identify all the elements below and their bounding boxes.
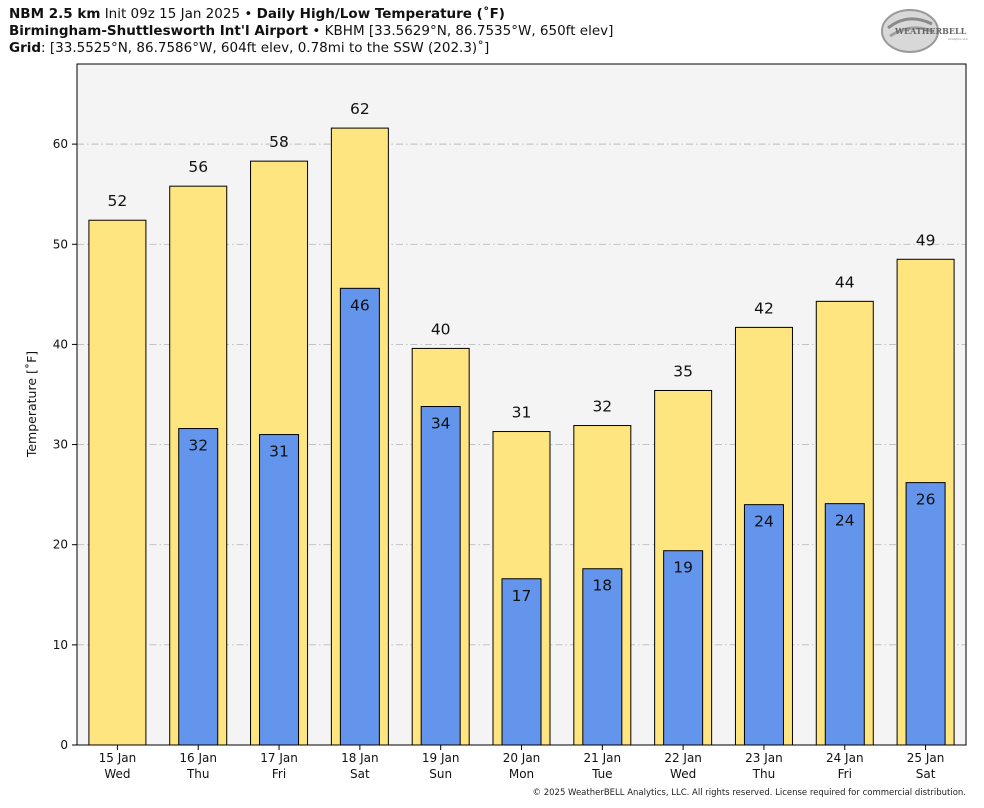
init-time: Init 09z 15 Jan 2025 [104, 6, 241, 22]
low-temp-bar [259, 434, 300, 746]
y-tick-label: 60 [53, 137, 68, 151]
x-tick-date: 15 Jan [99, 751, 137, 765]
svg-text:Analytics LLC: Analytics LLC [948, 37, 968, 41]
low-temp-label: 31 [269, 443, 289, 461]
station-name: Birmingham-Shuttlesworth Int'l Airport [9, 23, 309, 39]
x-tick-day: Sat [350, 767, 370, 781]
y-tick-label: 20 [53, 538, 68, 552]
low-temp-label: 18 [592, 577, 612, 595]
x-tick-day: Mon [509, 767, 534, 781]
y-tick-label: 30 [53, 438, 68, 452]
low-temp-bar [905, 482, 946, 746]
low-temp-bar [420, 406, 461, 746]
grid-label: Grid [9, 40, 42, 56]
y-tick-label: 0 [60, 738, 68, 752]
x-tick-date: 17 Jan [260, 751, 298, 765]
high-temp-label: 58 [269, 133, 289, 151]
copyright-footer: © 2025 WeatherBELL Analytics, LLC. All r… [532, 788, 966, 798]
low-temp-bar [663, 550, 704, 746]
high-temp-label: 52 [108, 192, 128, 210]
x-tick-day: Thu [752, 767, 776, 781]
grid-info: : [33.5525°N, 86.7586°W, 604ft elev, 0.7… [41, 40, 490, 56]
x-tick-date: 25 Jan [907, 751, 945, 765]
y-tick-label: 50 [53, 237, 68, 251]
svg-text:WEATHERBELL: WEATHERBELL [894, 26, 967, 36]
x-tick-date: 21 Jan [584, 751, 622, 765]
low-temp-label: 32 [188, 437, 208, 455]
low-temp-label: 24 [754, 513, 774, 531]
bars: 52 56 32 58 31 62 46 40 34 31 17 32 18 35 19 42 24 44 24 49… [88, 100, 955, 746]
x-tick-date: 22 Jan [664, 751, 702, 765]
y-tick-label: 10 [53, 638, 68, 652]
high-temp-label: 40 [431, 320, 451, 338]
station-info: KBHM [33.5629°N, 86.7535°W, 650ft elev] [324, 23, 614, 39]
station-line: Birmingham-Shuttlesworth Int'l Airport •… [9, 23, 613, 40]
x-tick-day: Tue [591, 767, 613, 781]
high-temp-label: 49 [916, 231, 936, 249]
y-tick-label: 40 [53, 337, 68, 351]
axes: 0 10 20 30 40 50 60 15 Jan Wed 16 Jan Thu 17 Jan Fri… [53, 137, 945, 781]
low-temp-label: 24 [835, 512, 855, 530]
separator: • [244, 6, 253, 22]
high-temp-label: 31 [512, 404, 532, 422]
weatherbell-logo: WEATHERBELL Analytics LLC [881, 9, 968, 53]
x-tick-day: Fri [272, 767, 286, 781]
x-tick-day: Wed [670, 767, 696, 781]
x-tick-date: 23 Jan [745, 751, 783, 765]
x-tick-day: Thu [186, 767, 210, 781]
y-axis-label: Temperature [˚F] [24, 351, 39, 458]
low-temp-bar [339, 287, 380, 746]
low-temp-label: 19 [673, 559, 693, 577]
x-tick-date: 18 Jan [341, 751, 379, 765]
low-temp-bar [501, 578, 542, 746]
x-tick-day: Wed [104, 767, 130, 781]
grid-line: Grid: [33.5525°N, 86.7586°W, 604ft elev,… [9, 40, 489, 57]
low-temp-label: 17 [512, 587, 532, 605]
x-tick-day: Fri [838, 767, 852, 781]
separator: • [312, 23, 321, 39]
chart-title-line: NBM 2.5 km Init 09z 15 Jan 2025 • Daily … [9, 6, 505, 23]
low-temp-bar [743, 504, 784, 746]
x-tick-date: 24 Jan [826, 751, 864, 765]
x-tick-day: Sat [916, 767, 936, 781]
x-tick-day: Sun [429, 767, 452, 781]
high-temp-label: 32 [592, 398, 612, 416]
low-temp-label: 26 [916, 491, 936, 509]
high-temp-bar [88, 219, 147, 746]
x-tick-date: 16 Jan [179, 751, 217, 765]
low-temp-bar [178, 428, 219, 746]
low-temp-bar [824, 503, 865, 746]
x-tick-date: 19 Jan [422, 751, 460, 765]
high-temp-label: 42 [754, 299, 774, 317]
model-name: NBM 2.5 km [9, 6, 101, 22]
low-temp-label: 34 [431, 415, 451, 433]
chart-title: Daily High/Low Temperature (˚F) [256, 6, 505, 22]
low-temp-label: 46 [350, 296, 370, 314]
high-temp-label: 44 [835, 273, 855, 291]
high-temp-label: 62 [350, 100, 370, 118]
x-tick-date: 20 Jan [503, 751, 541, 765]
high-temp-label: 56 [188, 158, 208, 176]
low-temp-bar [582, 568, 623, 746]
high-temp-label: 35 [673, 362, 693, 380]
